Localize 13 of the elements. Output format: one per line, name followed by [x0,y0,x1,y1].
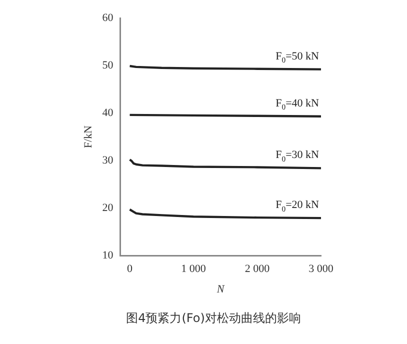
y-tick-label: 40 [102,106,114,119]
y-tick-label: 30 [102,154,114,166]
y-tick-label: 20 [102,202,114,214]
y-tick-label: 50 [102,59,114,72]
x-tick-label: 2 000 [244,263,270,276]
y-tick-label: 60 [102,12,114,24]
y-axis-title: F/kN [82,125,94,148]
x-tick-label: 3 000 [308,263,334,276]
caption: 图4预紧力(Fo)对松动曲线的影响 [125,310,302,327]
y-tick-label: 10 [102,249,114,262]
x-tick-label: 1 000 [181,263,206,276]
x-tick-label: 0 [127,263,134,276]
x-axis-title: N [216,283,225,296]
